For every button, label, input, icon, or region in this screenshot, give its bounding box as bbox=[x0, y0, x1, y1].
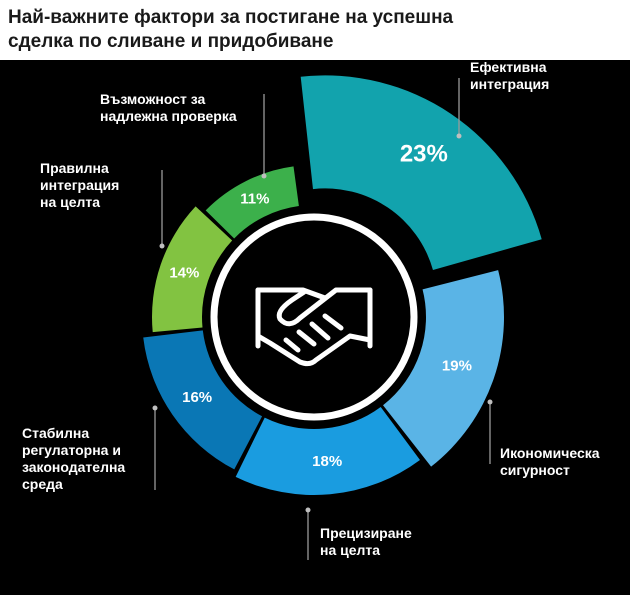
category-label-line: законодателна bbox=[22, 459, 125, 475]
category-label-line: на целта bbox=[40, 194, 100, 210]
category-label-line: на целта bbox=[320, 542, 380, 558]
value-labels: 23% 19% 18% 16% 14% 11% bbox=[169, 141, 472, 470]
category-label: Правилна интеграция на целта bbox=[40, 160, 119, 210]
category-label: Икономическа сигурност bbox=[500, 445, 600, 478]
category-label-line: интеграция bbox=[40, 177, 119, 193]
category-label: Ефективна интеграция bbox=[470, 59, 549, 92]
donut-slice bbox=[383, 270, 504, 467]
chart-title: Най-важните фактори за постигане на успе… bbox=[8, 7, 454, 52]
value-label: 23% bbox=[400, 141, 448, 168]
leader-dot bbox=[487, 399, 493, 405]
value-label: 19% bbox=[442, 357, 472, 374]
category-label-line: интеграция bbox=[470, 76, 549, 92]
category-label-line: Ефективна bbox=[470, 59, 547, 75]
category-label-line: Възможност за bbox=[100, 91, 206, 107]
leader-dot bbox=[261, 173, 267, 179]
center-ring bbox=[210, 213, 418, 421]
donut-slice bbox=[152, 206, 233, 333]
leader-dot bbox=[305, 507, 311, 513]
donut-slice bbox=[300, 75, 542, 270]
category-label-line: Икономическа bbox=[500, 445, 600, 461]
value-label: 14% bbox=[169, 264, 199, 281]
category-label-line: регулаторна и bbox=[22, 442, 121, 458]
value-label: 11% bbox=[240, 190, 269, 207]
category-label-line: Прецизиране bbox=[320, 525, 412, 541]
leader-dot bbox=[159, 243, 165, 249]
leader-dot bbox=[152, 405, 158, 411]
category-label: Стабилна регулаторна и законодателна среда bbox=[22, 425, 125, 492]
center-badge bbox=[208, 211, 420, 423]
donut-slice bbox=[205, 166, 299, 239]
leader-dot bbox=[456, 133, 462, 139]
category-label-line: среда bbox=[22, 476, 63, 492]
category-label-line: надлежна проверка bbox=[100, 108, 237, 124]
donut-slice bbox=[143, 330, 263, 470]
category-label-line: Стабилна bbox=[22, 425, 89, 441]
value-label: 18% bbox=[312, 453, 342, 470]
category-label-line: Правилна bbox=[40, 160, 109, 176]
center-ring-outer bbox=[208, 211, 420, 423]
leader-lines bbox=[152, 78, 493, 560]
value-label: 16% bbox=[182, 389, 212, 406]
category-label: Прецизиране на целта bbox=[320, 525, 412, 558]
donut-slice bbox=[235, 406, 420, 495]
category-label-line: сигурност bbox=[500, 462, 570, 478]
donut-slices bbox=[143, 75, 542, 495]
category-label: Възможност за надлежна проверка bbox=[100, 91, 237, 124]
handshake-icon bbox=[255, 287, 373, 367]
